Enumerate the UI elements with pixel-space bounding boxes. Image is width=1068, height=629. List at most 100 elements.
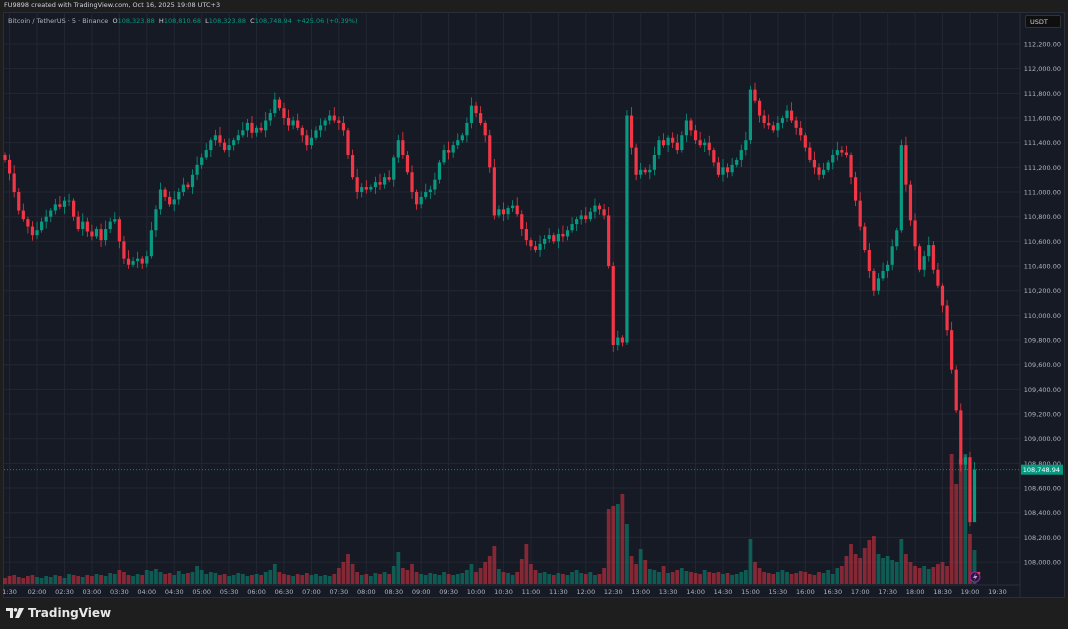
candle-body xyxy=(886,264,890,271)
time-tick-label: 12:30 xyxy=(604,588,623,596)
volume-bar xyxy=(474,572,478,584)
volume-bar xyxy=(743,570,748,584)
candle-body xyxy=(533,246,538,250)
volume-bar xyxy=(451,575,456,584)
candle-body xyxy=(520,214,524,230)
volume-bar xyxy=(620,494,625,584)
candle-body xyxy=(268,113,272,121)
volume-bar xyxy=(492,546,497,584)
candle-body xyxy=(113,219,117,222)
candle-body xyxy=(808,147,812,160)
time-tick-label: 11:00 xyxy=(522,588,541,596)
volume-bar xyxy=(272,564,277,584)
volume-bar xyxy=(542,572,547,584)
volume-bar xyxy=(940,562,945,584)
volume-bar xyxy=(725,573,730,584)
candle-body xyxy=(515,205,519,215)
symbol-label[interactable]: Bitcoin / TetherUS · 5 · Binance xyxy=(8,17,109,25)
price-tick-label: 110,600.00 xyxy=(1024,238,1061,246)
lightning-icon[interactable] xyxy=(969,571,981,583)
volume-bar xyxy=(460,573,465,584)
tradingview-logo[interactable]: TradingView xyxy=(6,606,111,620)
candle-body xyxy=(744,140,748,151)
candle-body xyxy=(780,118,785,123)
candle-body xyxy=(931,245,935,270)
volume-bar xyxy=(853,554,858,584)
volume-bar xyxy=(858,558,863,584)
volume-bar xyxy=(931,567,936,584)
price-tick-label: 110,400.00 xyxy=(1024,263,1061,271)
currency-button[interactable]: USDT xyxy=(1025,15,1061,28)
volume-bar xyxy=(561,574,565,584)
volume-bar xyxy=(570,572,574,584)
volume-bar xyxy=(666,573,671,584)
candle-body xyxy=(364,187,368,190)
volume-bar xyxy=(515,572,520,584)
candle-body xyxy=(707,142,711,151)
candle-body xyxy=(643,169,647,173)
time-tick-label: 1:30 xyxy=(2,588,17,596)
volume-bar xyxy=(524,544,529,584)
volume-bar xyxy=(753,562,757,584)
candle-body xyxy=(803,135,807,148)
volume-bar xyxy=(556,573,561,584)
candle-body xyxy=(616,337,620,345)
volume-bar xyxy=(762,572,767,584)
volume-bar xyxy=(135,574,140,584)
candle-body xyxy=(776,122,780,131)
volume-bar xyxy=(615,504,620,584)
candle-body xyxy=(236,135,240,141)
time-tick-label: 03:00 xyxy=(83,588,102,596)
volume-bar xyxy=(259,575,264,584)
volume-bar xyxy=(25,576,30,584)
candle-body xyxy=(918,246,922,270)
volume-bar xyxy=(647,569,652,584)
candle-body xyxy=(634,147,638,175)
volume-bar xyxy=(140,575,145,584)
volume-bar xyxy=(318,576,323,584)
volume-bar xyxy=(364,574,369,584)
volume-bar xyxy=(213,573,218,584)
price-tick-label: 110,800.00 xyxy=(1024,213,1061,221)
candle-body xyxy=(44,216,48,222)
volume-bar xyxy=(304,573,309,584)
price-tick-label: 108,600.00 xyxy=(1024,485,1061,493)
candle-body xyxy=(62,200,67,207)
candle-body xyxy=(748,89,753,141)
candle-body xyxy=(218,135,222,143)
time-tick-label: 16:30 xyxy=(823,588,842,596)
volume-bar xyxy=(871,536,876,584)
time-tick-label: 19:30 xyxy=(988,588,1007,596)
volume-bar xyxy=(236,573,241,584)
volume-bar xyxy=(346,554,350,584)
volume-bar xyxy=(881,558,885,584)
candle-body xyxy=(844,152,849,156)
time-tick-label: 19:00 xyxy=(961,588,980,596)
candle-body xyxy=(968,457,972,523)
volume-bar xyxy=(789,574,794,584)
volume-bar xyxy=(771,574,776,584)
volume-bar xyxy=(730,575,735,584)
volume-bar xyxy=(122,572,126,584)
candle-body xyxy=(890,246,894,265)
candle-body xyxy=(474,105,478,114)
volume-bar xyxy=(657,572,661,584)
volume-bar xyxy=(291,576,296,584)
volume-bar xyxy=(780,570,785,584)
close-label: C xyxy=(250,17,255,25)
time-tick-label: 05:00 xyxy=(192,588,211,596)
volume-bar xyxy=(62,578,67,584)
volume-bar xyxy=(423,575,428,584)
candle-body xyxy=(469,105,474,123)
last-price-label: 108,748.94 xyxy=(1023,466,1060,474)
candle-body xyxy=(867,249,871,271)
candle-body xyxy=(648,169,652,173)
candle-body xyxy=(588,211,592,220)
volume-bar xyxy=(432,574,437,584)
candle-body xyxy=(771,125,775,131)
candle-body xyxy=(433,179,437,190)
candle-body xyxy=(460,135,464,141)
candle-body xyxy=(593,205,597,212)
volume-bar xyxy=(231,575,236,584)
